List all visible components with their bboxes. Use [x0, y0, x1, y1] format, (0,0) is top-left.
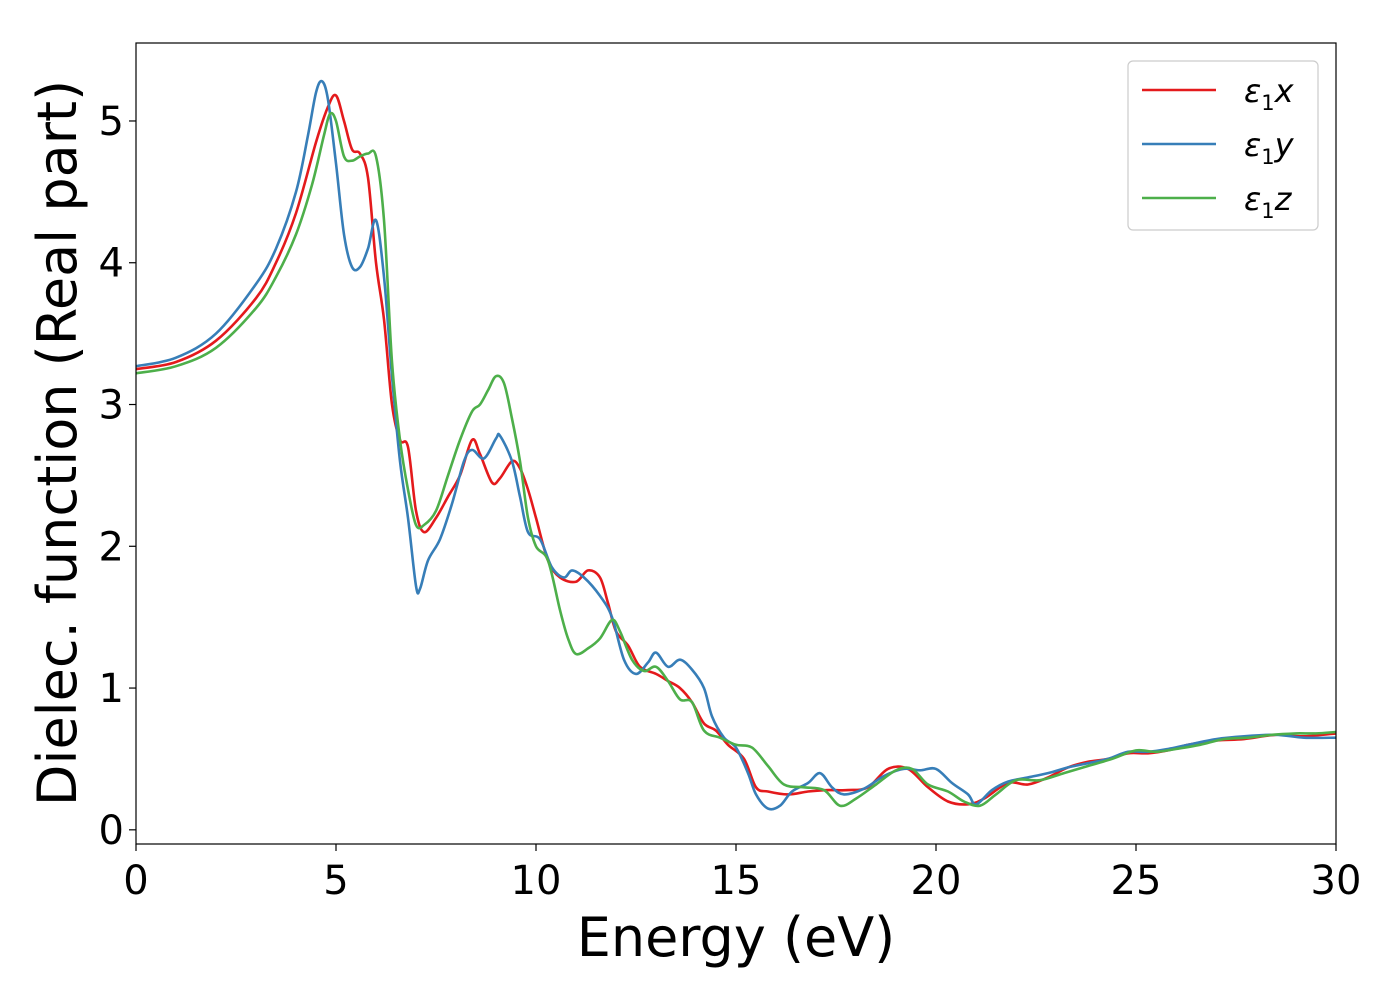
legend-label-base: ε: [1244, 126, 1261, 164]
x-tick-label: 10: [511, 858, 562, 904]
x-tick-label: 0: [123, 858, 148, 904]
legend-label-z: ε1z: [1244, 180, 1293, 223]
legend-label-var: z: [1274, 180, 1293, 218]
x-tick-label: 25: [1111, 858, 1162, 904]
x-tick-label: 20: [911, 858, 962, 904]
y-tick-label: 1: [99, 666, 124, 712]
x-tick-label: 5: [323, 858, 348, 904]
y-tick-label: 4: [99, 241, 124, 287]
legend-label-var: y: [1274, 126, 1295, 164]
x-tick-label: 15: [711, 858, 762, 904]
y-tick-label: 2: [99, 524, 124, 570]
legend-label-sub: 1: [1261, 145, 1274, 169]
series-line-y: [136, 79, 1336, 811]
x-tick-label: 30: [1311, 858, 1362, 904]
y-tick-label: 3: [99, 383, 124, 429]
y-tick-label: 0: [99, 808, 124, 854]
legend-label-y: ε1y: [1244, 126, 1295, 169]
legend-label-sub: 1: [1261, 91, 1274, 115]
x-axis-label: Energy (eV): [577, 906, 896, 969]
y-tick-label: 5: [99, 99, 124, 145]
legend-label-sub: 1: [1261, 199, 1274, 223]
legend-label-base: ε: [1244, 180, 1261, 218]
series-line-z: [136, 111, 1336, 808]
legend-label-base: ε: [1244, 72, 1261, 110]
y-axis-label: Dielec. function (Real part): [26, 80, 89, 806]
legend-label-x: ε1x: [1244, 72, 1295, 115]
legend-box: [1127, 60, 1319, 231]
legend-label-var: x: [1274, 72, 1295, 110]
